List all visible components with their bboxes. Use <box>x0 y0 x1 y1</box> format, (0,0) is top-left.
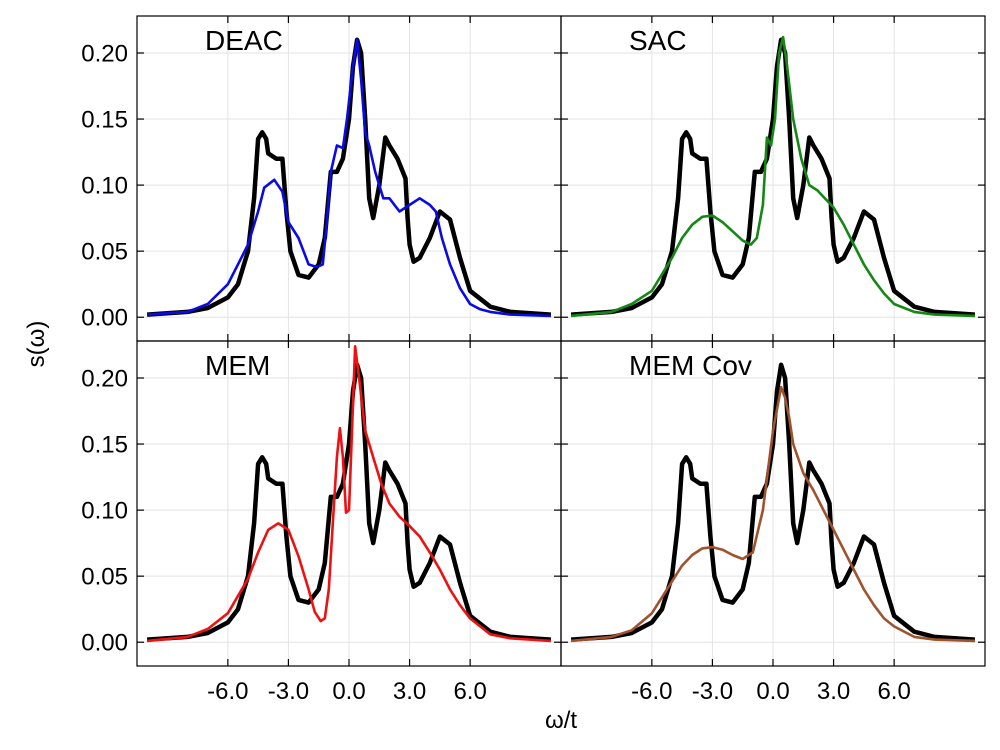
reference-series-line <box>570 37 976 317</box>
x-tick-label: 6.0 <box>877 678 910 705</box>
mem-cov-series-line <box>570 385 975 643</box>
x-tick-label: 3.0 <box>817 678 850 705</box>
deac-series-line <box>147 38 551 318</box>
panel-title: SAC <box>629 25 687 56</box>
y-tick-labels-bottom-row: 0.00 0.05 0.10 0.15 0.20 <box>81 365 128 656</box>
x-axis-title: ω/t <box>545 707 577 734</box>
y-tick-label: 0.05 <box>81 564 128 591</box>
y-tick-label: 0.05 <box>81 239 128 266</box>
y-tick-label: 0.10 <box>81 173 128 200</box>
x-tick-label: 3.0 <box>393 678 426 705</box>
panel-title: MEM Cov <box>629 350 752 381</box>
panel-mem-cov: MEM Cov <box>560 340 986 667</box>
x-tick-label: 6.0 <box>453 678 486 705</box>
x-tick-label: -6.0 <box>207 678 248 705</box>
y-tick-label: 0.00 <box>81 630 128 657</box>
panel-deac: DEAC <box>136 15 562 342</box>
panel-mem: MEM <box>136 340 562 667</box>
y-tick-label: 0.00 <box>81 305 128 332</box>
panel-title: MEM <box>205 350 270 381</box>
x-tick-label: -3.0 <box>692 678 733 705</box>
y-axis-title: s(ω) <box>23 321 50 368</box>
x-tick-label: -6.0 <box>631 678 672 705</box>
y-tick-label: 0.20 <box>81 40 128 67</box>
y-tick-label: 0.20 <box>81 365 128 392</box>
x-tick-labels-left-col: -6.0 -3.0 0.0 3.0 6.0 <box>207 678 487 705</box>
y-tick-label: 0.10 <box>81 498 128 525</box>
reference-series-line <box>146 362 552 642</box>
x-tick-label: -3.0 <box>268 678 309 705</box>
x-tick-label: 0.0 <box>756 678 789 705</box>
panels-layer: DEAC SAC MEM MEM Cov <box>136 15 986 667</box>
mem-series-line <box>146 344 551 643</box>
y-tick-label: 0.15 <box>81 107 128 134</box>
panel-sac: SAC <box>560 15 986 342</box>
sac-series-line <box>570 35 975 318</box>
y-tick-labels-top-row: 0.00 0.05 0.10 0.15 0.20 <box>81 40 128 331</box>
y-tick-label: 0.15 <box>81 432 128 459</box>
x-tick-labels-right-col: -6.0 -3.0 0.0 3.0 6.0 <box>631 678 911 705</box>
panel-title: DEAC <box>205 25 283 56</box>
x-tick-label: 0.0 <box>332 678 365 705</box>
